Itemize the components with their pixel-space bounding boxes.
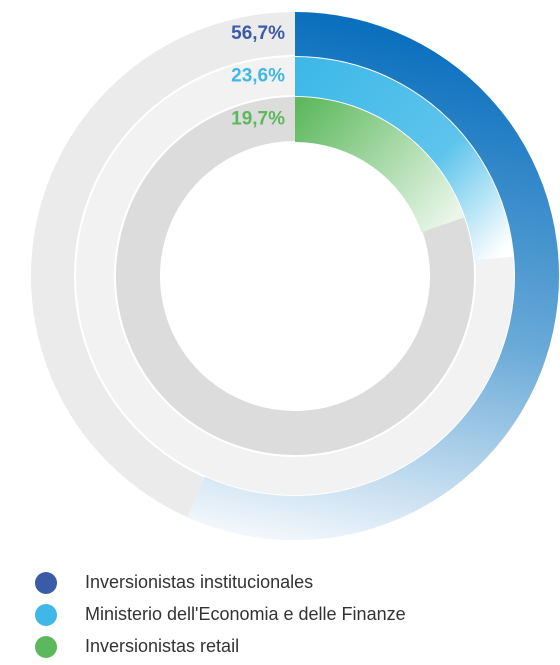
legend-swatch	[35, 572, 57, 594]
arc	[295, 97, 465, 233]
legend-label: Inversionistas institucionales	[85, 572, 313, 592]
legend-swatch	[35, 604, 57, 626]
legend-swatch	[35, 636, 57, 658]
legend-label: Inversionistas retail	[85, 636, 239, 656]
legend: Inversionistas institucionales Ministerio…	[35, 572, 406, 658]
arc	[187, 12, 559, 540]
legend-label: Ministerio dell'Economia e delle Finanze	[85, 604, 406, 624]
value-label: 23,6%	[231, 66, 285, 87]
rings: 56,7% 23,6% 19,7%	[31, 12, 559, 540]
ring-edge	[160, 141, 430, 411]
value-label: 56,7%	[231, 23, 285, 44]
value-label: 19,7%	[231, 109, 285, 130]
arc	[295, 57, 514, 261]
